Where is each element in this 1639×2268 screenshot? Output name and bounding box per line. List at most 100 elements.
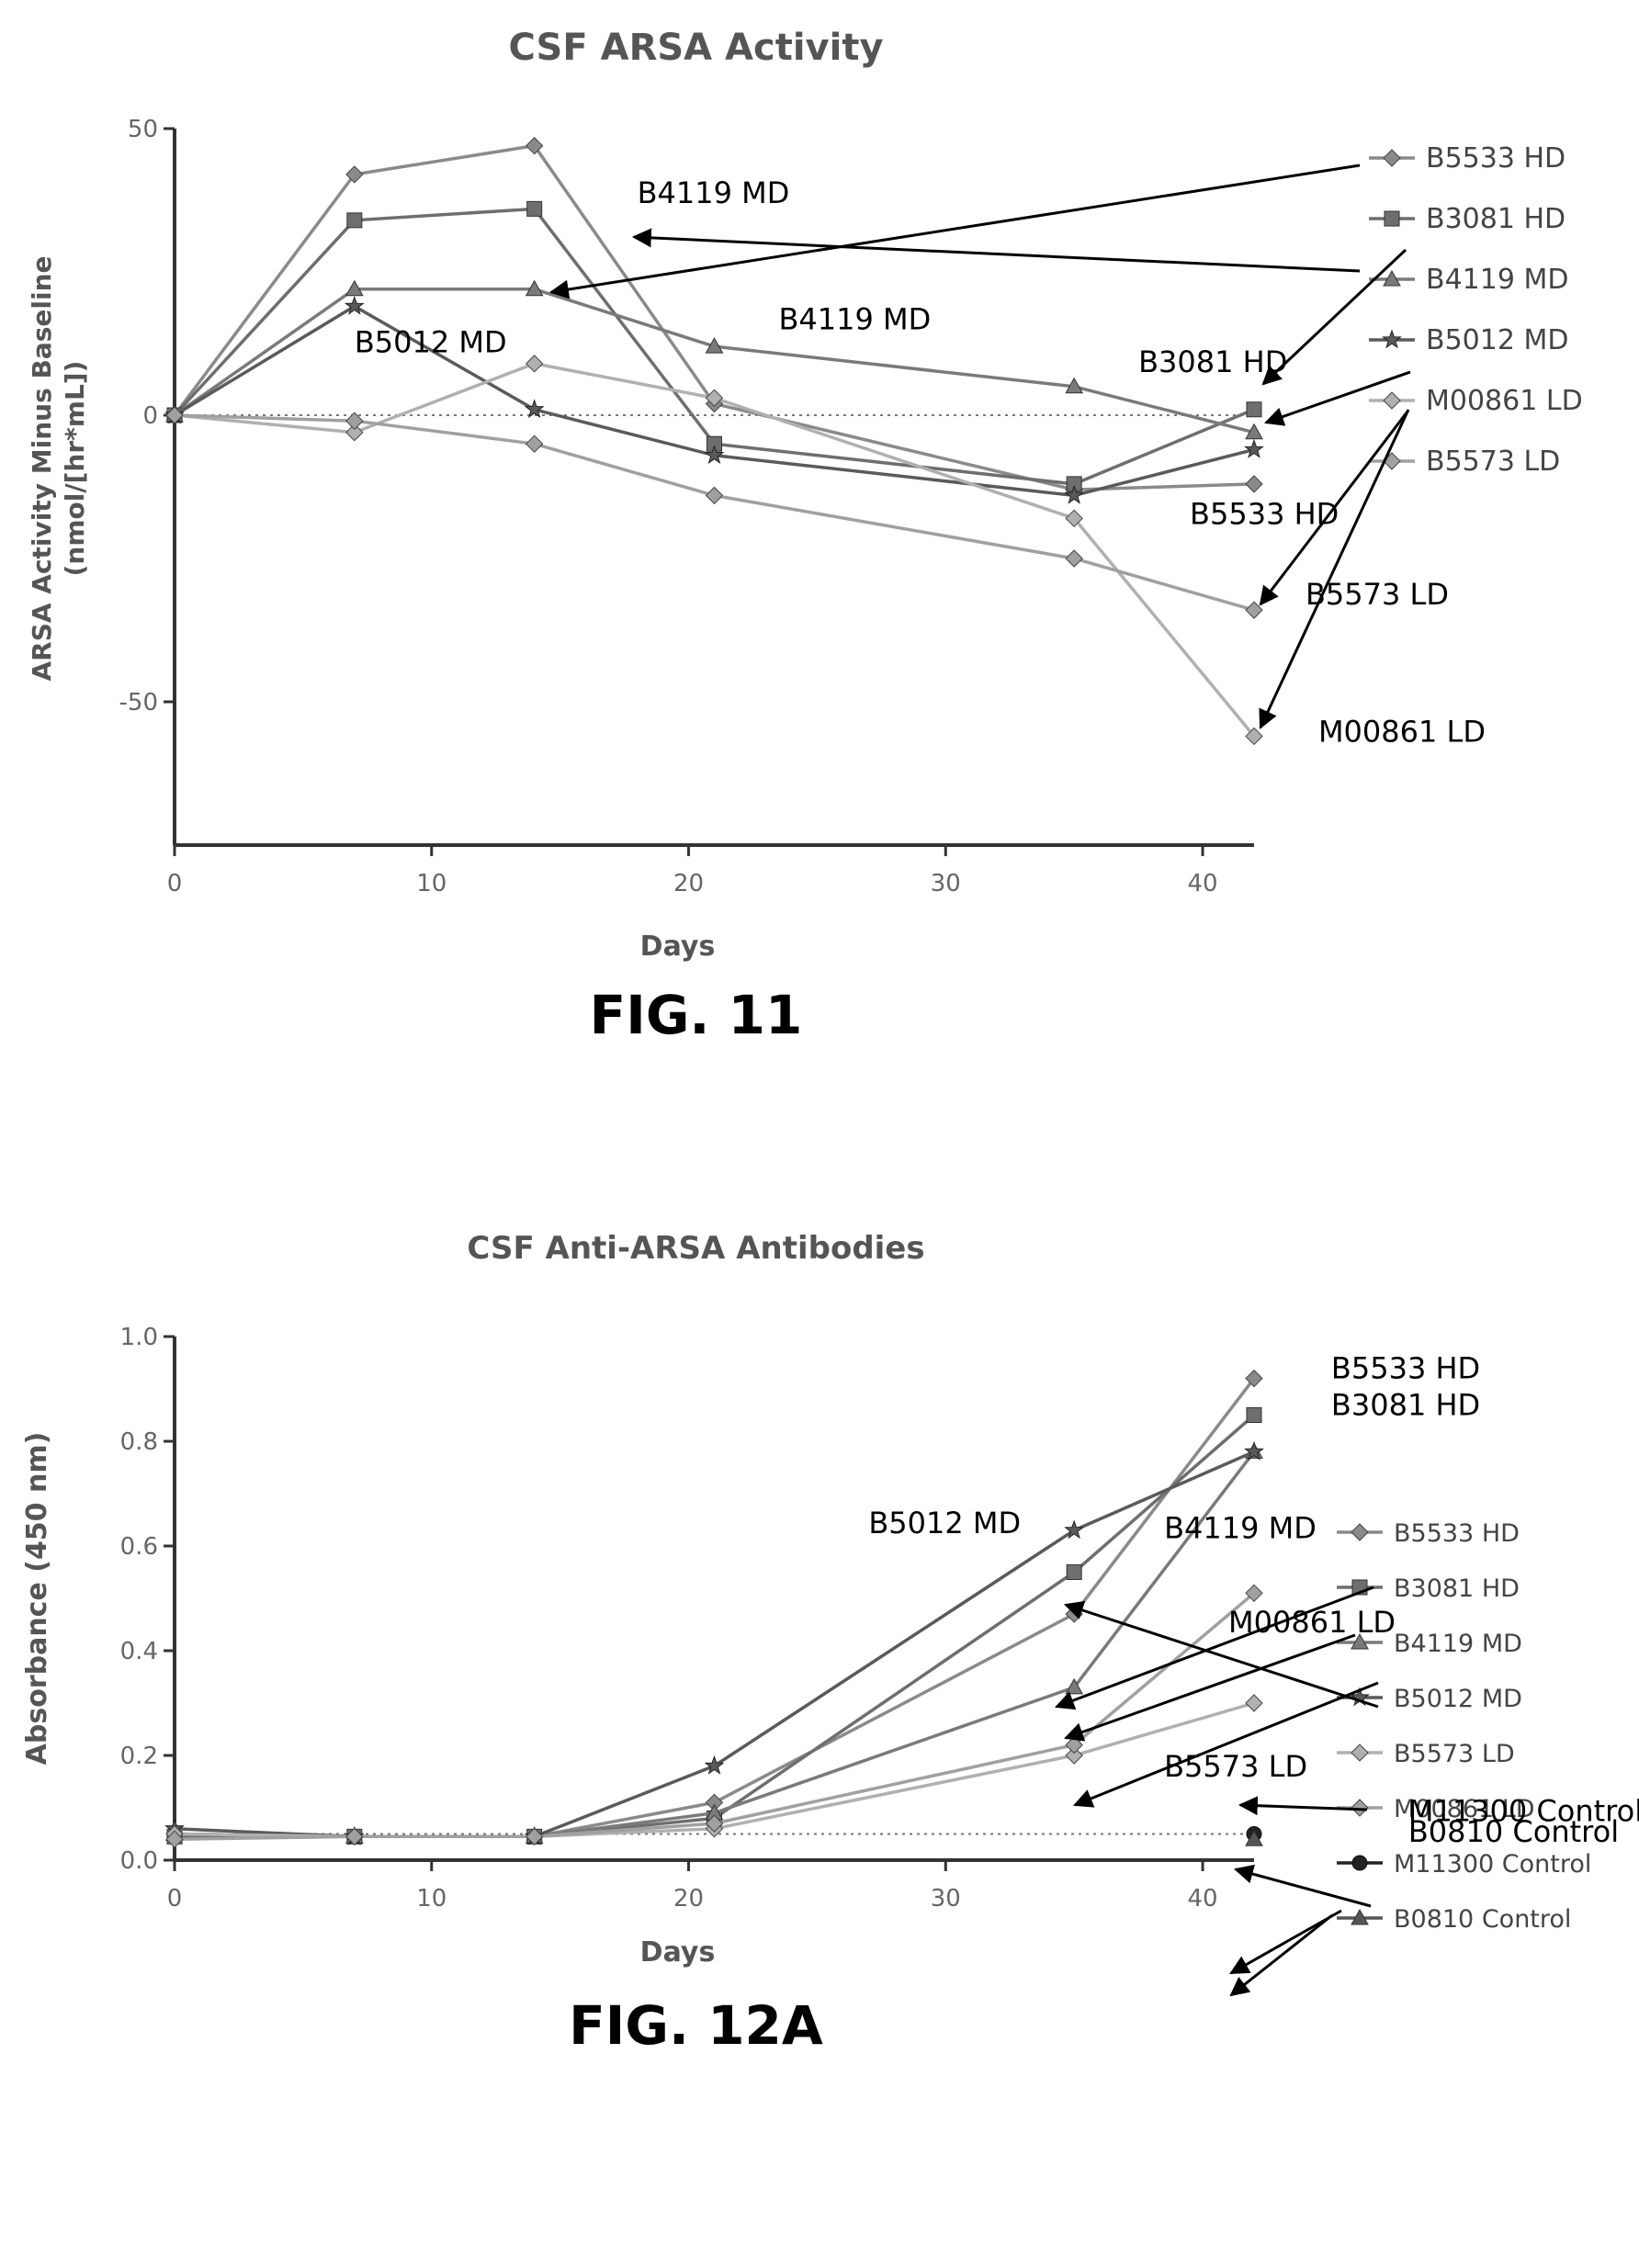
figure-caption: FIG. 12A bbox=[569, 1994, 823, 2057]
series-m00861-ld bbox=[165, 355, 1263, 746]
series-line bbox=[173, 287, 1255, 434]
data-point bbox=[345, 279, 364, 297]
x-tick-label: 0 bbox=[167, 870, 183, 897]
data-point bbox=[165, 1830, 184, 1848]
data-point bbox=[1245, 1369, 1263, 1388]
legend-item: M00861 LD bbox=[1369, 385, 1583, 417]
x-tick-label: 10 bbox=[416, 1885, 446, 1913]
y-tick-label: 0 bbox=[142, 402, 158, 430]
annotation-label: B3081 HD bbox=[1138, 344, 1287, 379]
legend-item: B5012 MD bbox=[1369, 324, 1568, 356]
data-point bbox=[344, 295, 365, 315]
data-point bbox=[704, 445, 725, 465]
annotation-label: B5573 LD bbox=[1164, 1749, 1307, 1784]
data-point bbox=[1245, 423, 1263, 440]
data-point bbox=[1245, 475, 1263, 493]
x-axis-label: Days bbox=[640, 931, 716, 963]
legend-item: B5012 MD bbox=[1337, 1685, 1522, 1713]
callout-arrow bbox=[1064, 1633, 1356, 1742]
data-point bbox=[1245, 1830, 1263, 1846]
legend-label: B5573 LD bbox=[1394, 1740, 1515, 1768]
callout-arrow bbox=[1233, 1864, 1372, 1908]
chart-title: CSF Anti-ARSA Antibodies bbox=[467, 1230, 924, 1267]
data-point bbox=[525, 355, 544, 373]
series-b0810-control bbox=[1245, 1830, 1263, 1846]
legend-label: B0810 Control bbox=[1394, 1905, 1571, 1934]
y-tick-label: -50 bbox=[119, 689, 158, 717]
series-b5573-ld bbox=[165, 406, 1263, 619]
series-line bbox=[174, 304, 1255, 498]
data-point bbox=[1246, 1407, 1262, 1423]
data-point bbox=[526, 200, 543, 217]
annotation-label: B5533 HD bbox=[1331, 1351, 1480, 1386]
y-tick-label: 50 bbox=[128, 116, 158, 143]
legend-marker bbox=[1351, 1743, 1369, 1762]
callout-arrow bbox=[1229, 1913, 1333, 1997]
data-point bbox=[705, 1814, 724, 1833]
legend-item: B5533 HD bbox=[1369, 142, 1566, 175]
y-tick-label: 0.0 bbox=[120, 1847, 158, 1875]
annotation-label: M11300 Control bbox=[1408, 1793, 1639, 1828]
legend-item: B4119 MD bbox=[1369, 264, 1568, 296]
legend-item: B5573 LD bbox=[1337, 1740, 1515, 1768]
y-tick-label: 1.0 bbox=[120, 1324, 158, 1351]
callout-arrow bbox=[1259, 409, 1410, 729]
data-point bbox=[345, 423, 364, 442]
series-line bbox=[175, 1414, 1256, 1839]
figure-caption: FIG. 11 bbox=[590, 984, 803, 1046]
data-point bbox=[1245, 727, 1263, 746]
x-tick-label: 30 bbox=[931, 1885, 961, 1913]
series-m00861-ld bbox=[165, 1584, 1263, 1848]
annotation-label: M00861 LD bbox=[1318, 715, 1486, 750]
y-tick-label: 0.2 bbox=[120, 1743, 158, 1770]
annotation-label: B0810 Control bbox=[1408, 1814, 1619, 1849]
legend-label: B5012 MD bbox=[1394, 1685, 1522, 1713]
legend-label: B4119 MD bbox=[1394, 1630, 1522, 1658]
callout-arrow bbox=[631, 228, 1361, 273]
chart-2: CSF Anti-ARSA Antibodies 0 10 20 30 40 0.0 0.2 0… bbox=[21, 1230, 1639, 2057]
data-point bbox=[165, 406, 184, 424]
annotation-label: B5012 MD bbox=[868, 1506, 1021, 1540]
data-point bbox=[1065, 1746, 1083, 1765]
series-b3081-hd bbox=[166, 1407, 1262, 1845]
chart-title: CSF ARSA Activity bbox=[508, 27, 883, 69]
data-point bbox=[1064, 1519, 1085, 1540]
annotation-label: B5012 MD bbox=[355, 324, 507, 359]
legend-item: B3081 HD bbox=[1369, 203, 1566, 235]
data-point bbox=[525, 137, 544, 155]
data-point bbox=[1245, 601, 1263, 619]
callout-arrow bbox=[1055, 1585, 1374, 1710]
legend-marker bbox=[1351, 1855, 1368, 1871]
series-line bbox=[174, 361, 1256, 738]
legend-label: B5533 HD bbox=[1394, 1519, 1520, 1548]
legend-label: B5533 HD bbox=[1426, 142, 1566, 175]
data-point bbox=[345, 1827, 364, 1846]
data-point bbox=[705, 486, 724, 505]
legend: B5533 HD B3081 HD B4119 MD B5012 MD M00861 L… bbox=[1369, 142, 1583, 478]
legend-label: B5012 MD bbox=[1426, 324, 1568, 356]
callout-arrow bbox=[548, 164, 1361, 299]
legend-item: B3081 HD bbox=[1337, 1574, 1520, 1603]
data-point bbox=[1246, 401, 1262, 418]
x-tick-label: 10 bbox=[416, 870, 446, 897]
legend-label: B5573 LD bbox=[1426, 446, 1560, 478]
legend-label: B3081 HD bbox=[1394, 1574, 1520, 1603]
data-point bbox=[345, 412, 364, 430]
callout-arrow bbox=[1238, 1796, 1368, 1816]
legend-marker bbox=[1383, 391, 1401, 410]
data-point bbox=[1065, 549, 1083, 568]
legend-label: M00861 LD bbox=[1394, 1795, 1535, 1823]
legend-label: M11300 Control bbox=[1394, 1850, 1591, 1879]
legend-marker bbox=[1351, 1523, 1369, 1541]
series-line bbox=[174, 1450, 1256, 1839]
y-tick-label: 0.8 bbox=[120, 1428, 158, 1456]
data-point bbox=[704, 1755, 725, 1775]
data-point bbox=[1245, 1584, 1263, 1603]
legend: B5533 HD B3081 HD B4119 MD B5012 MD B5573 LD… bbox=[1337, 1519, 1591, 1934]
legend-label: B4119 MD bbox=[1426, 264, 1568, 296]
legend-marker bbox=[1383, 149, 1401, 167]
data-point bbox=[1244, 1440, 1264, 1461]
callout-arrow bbox=[1073, 1681, 1379, 1808]
x-tick-label: 40 bbox=[1188, 870, 1218, 897]
